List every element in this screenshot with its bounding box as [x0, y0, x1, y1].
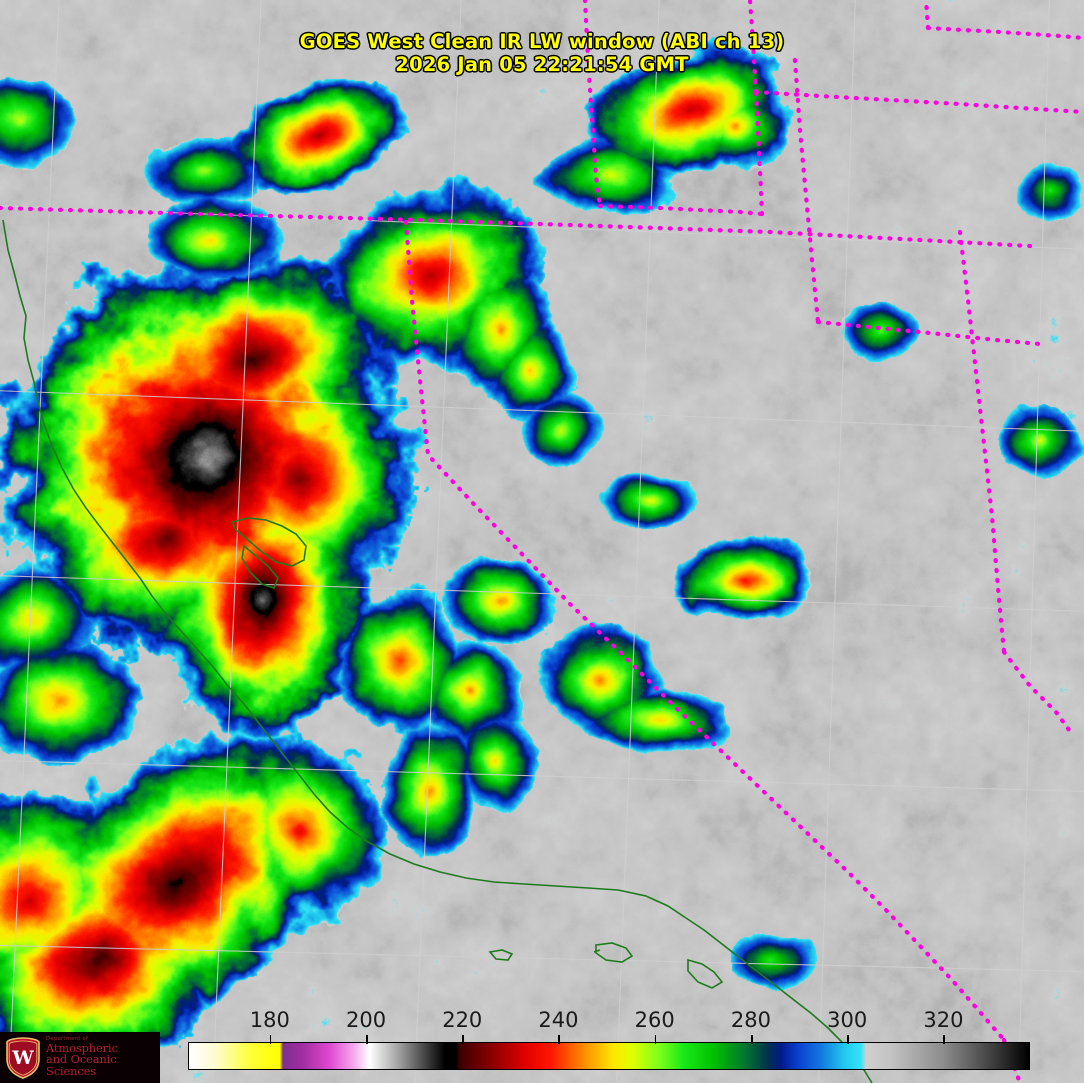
logo-line-2: and Oceanic Sciences: [46, 1052, 117, 1079]
colorbar-tick-label: 180: [249, 1008, 290, 1032]
colorbar-tick: [847, 1035, 849, 1044]
colorbar-ticks: 180 200 220 240 260 280 300 320: [0, 1005, 1084, 1083]
colorbar-gradient: [189, 1043, 1029, 1069]
logo-dept-label: Department of: [46, 1036, 89, 1043]
uw-madison-crest-icon: W: [5, 1036, 41, 1079]
logo-text: Department of Atmospheric and Oceanic Sc…: [46, 1037, 160, 1077]
colorbar-tick: [558, 1035, 561, 1044]
uw-madison-logo: W Department of Atmospheric and Oceanic …: [0, 1032, 160, 1083]
colorbar-tick-label: 320: [923, 1008, 964, 1032]
colorbar[interactable]: [188, 1042, 1030, 1070]
colorbar-tick-label: 260: [634, 1008, 675, 1032]
colorbar-tick: [366, 1035, 368, 1044]
colorbar-tick: [269, 1035, 272, 1044]
colorbar-tick: [750, 1035, 753, 1044]
colorbar-tick: [462, 1035, 464, 1044]
colorbar-tick-label: 300: [827, 1008, 868, 1032]
colorbar-tick: [654, 1035, 657, 1044]
svg-text:W: W: [11, 1047, 34, 1069]
colorbar-tick-label: 240: [538, 1008, 579, 1032]
logo-line-1: Atmospheric: [46, 1040, 118, 1055]
colorbar-tick-label: 200: [345, 1008, 387, 1032]
colorbar-panel: 180 200 220 240 260 280 300 320: [0, 1005, 1084, 1083]
colorbar-tick-label: 220: [442, 1008, 483, 1032]
colorbar-tick-label: 280: [730, 1008, 771, 1032]
colorbar-tick: [943, 1035, 945, 1044]
